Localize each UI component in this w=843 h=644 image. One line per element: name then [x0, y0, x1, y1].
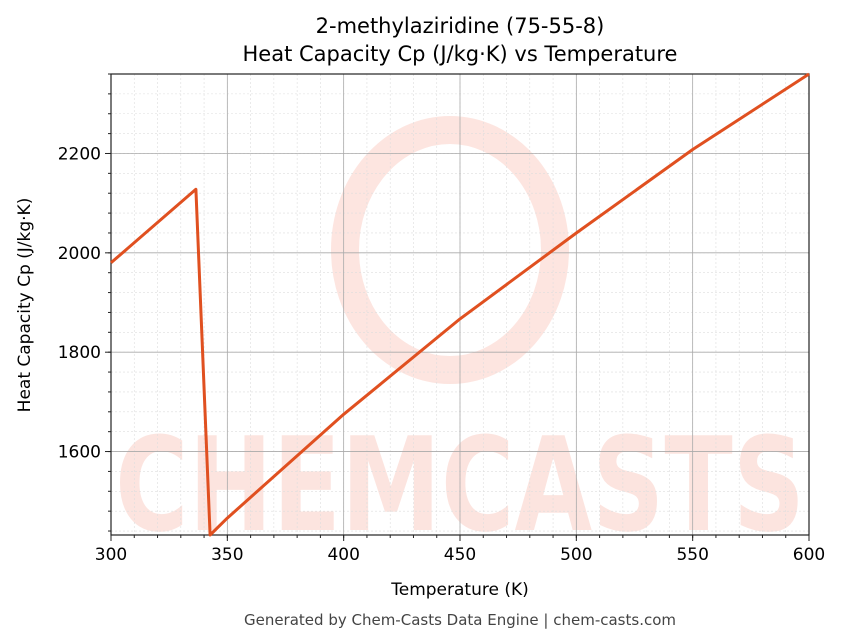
y-tick-label: 2200 — [58, 144, 101, 164]
x-tick-label: 550 — [676, 545, 708, 565]
footer: Generated by Chem-Casts Data Engine | ch… — [244, 611, 676, 629]
x-tick-label: 500 — [560, 545, 592, 565]
chart-title: 2-methylaziridine (75-55-8) — [316, 14, 605, 38]
y-tick-label: 1800 — [58, 343, 101, 363]
x-tick-label: 450 — [444, 545, 476, 565]
chart-subtitle: Heat Capacity Cp (J/kg·K) vs Temperature — [243, 42, 678, 66]
x-tick-label: 350 — [211, 545, 243, 565]
y-tick-label: 2000 — [58, 244, 101, 264]
series-line — [110, 72, 810, 537]
x-axis-label: Temperature (K) — [390, 580, 529, 600]
x-tick-label: 300 — [95, 545, 127, 565]
y-axis-label: Heat Capacity Cp (J/kg·K) — [15, 198, 35, 413]
x-tick-label: 400 — [327, 545, 359, 565]
y-tick-label: 1600 — [58, 443, 101, 463]
x-tick-label: 600 — [793, 545, 825, 565]
